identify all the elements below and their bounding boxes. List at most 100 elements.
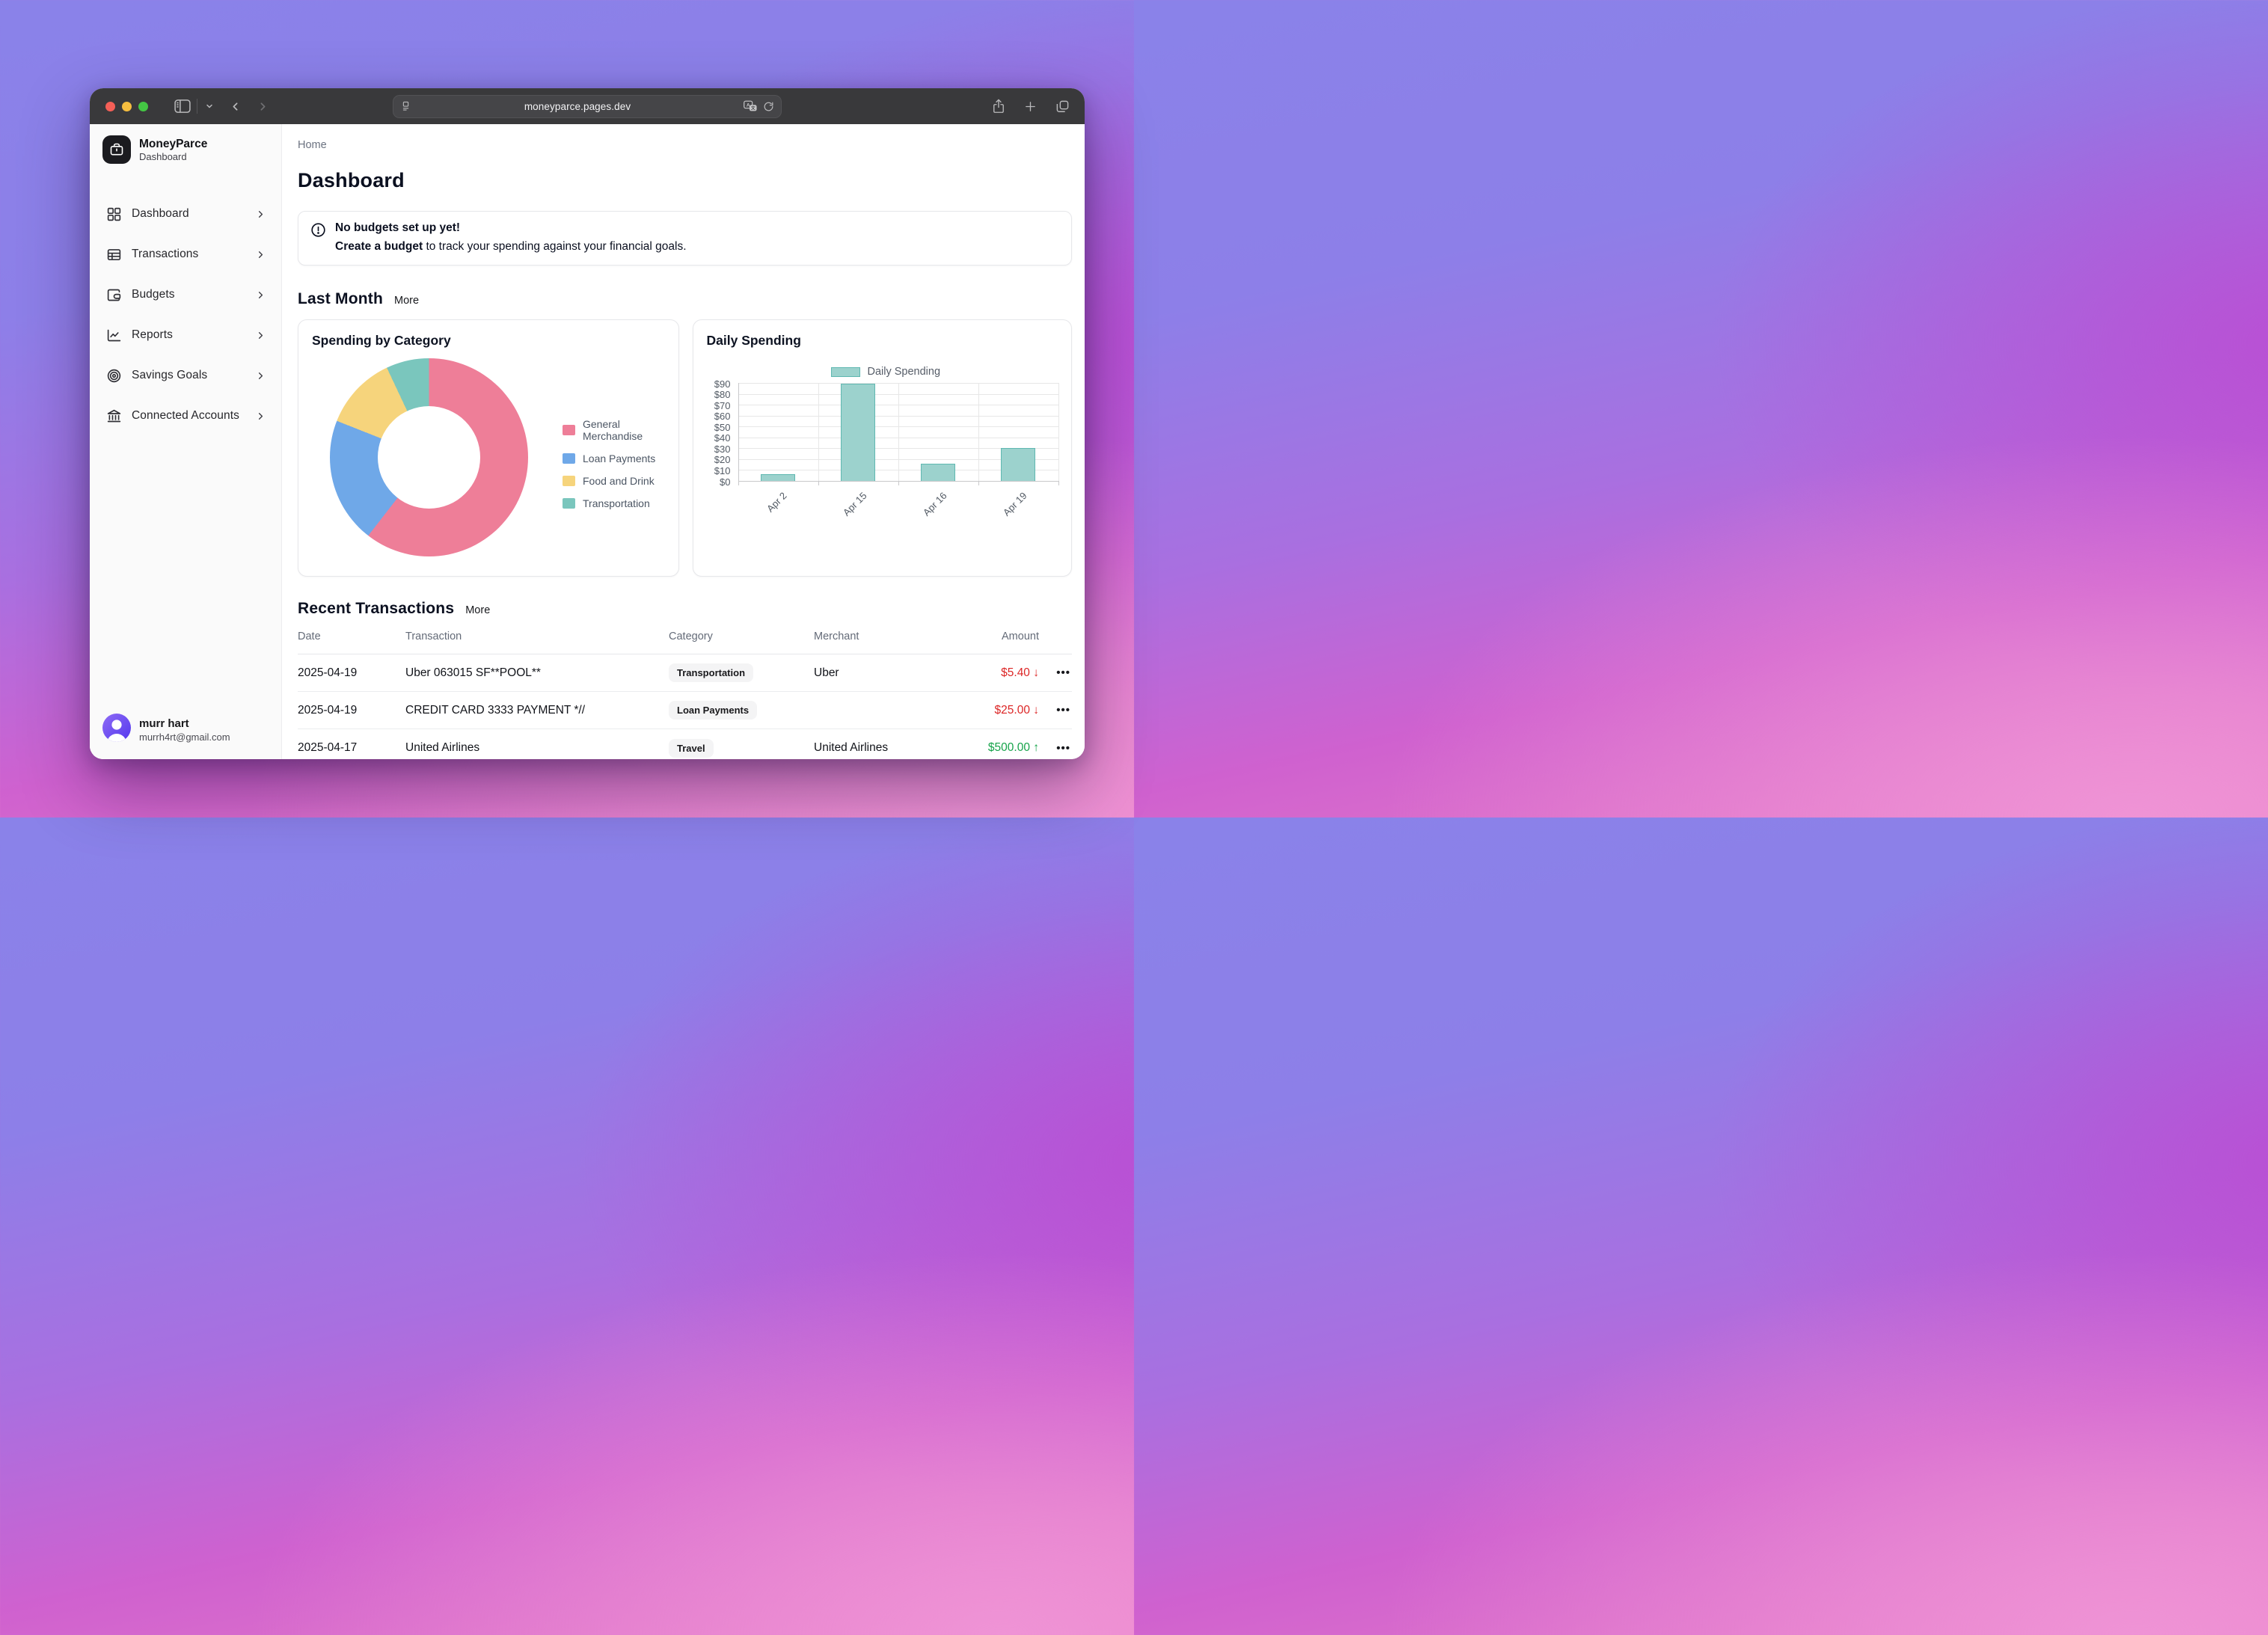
row-actions-button[interactable]: ••• xyxy=(1056,666,1070,679)
user-email: murrh4rt@gmail.com xyxy=(139,731,230,743)
legend-item[interactable]: Food and Drink xyxy=(563,475,665,487)
donut-legend: General Merchandise Loan Payments Food a… xyxy=(563,418,665,509)
close-window-button[interactable] xyxy=(105,101,115,111)
spending-card-title: Spending by Category xyxy=(312,333,451,348)
chevron-right-icon xyxy=(255,289,266,301)
daily-card-title: Daily Spending xyxy=(706,333,801,348)
breadcrumb[interactable]: Home xyxy=(298,139,327,151)
user-profile[interactable]: murr hart murrh4rt@gmail.com xyxy=(101,711,271,749)
alert-circle-icon xyxy=(310,222,326,254)
x-axis-label: Apr 16 xyxy=(920,490,949,518)
legend-swatch-food-and-drink xyxy=(563,476,575,486)
reader-view-icon[interactable] xyxy=(400,100,411,112)
table-row[interactable]: 2025-04-19 Uber 063015 SF**POOL** Transp… xyxy=(298,654,1072,692)
spending-by-category-card: Spending by Category General Merchandise… xyxy=(298,319,679,577)
sidebar-item-label: Connected Accounts xyxy=(132,409,239,422)
chevron-right-icon xyxy=(255,411,266,422)
browser-window: moneyparce.pages.dev A 文 xyxy=(90,88,1085,759)
share-icon[interactable] xyxy=(992,99,1005,114)
cell-amount: $25.00 ↓ xyxy=(994,703,1039,717)
forward-button[interactable] xyxy=(257,100,269,113)
spending-donut-chart[interactable] xyxy=(330,358,528,556)
create-budget-link[interactable]: Create a budget xyxy=(335,240,423,253)
category-badge: Travel xyxy=(669,738,714,758)
svg-text:A: A xyxy=(747,102,750,108)
translate-icon[interactable]: A 文 xyxy=(744,100,758,113)
row-actions-button[interactable]: ••• xyxy=(1056,741,1070,755)
legend-item[interactable]: General Merchandise xyxy=(563,418,665,442)
x-axis-label: Apr 15 xyxy=(840,490,869,518)
no-budgets-alert: No budgets set up yet! Create a budget t… xyxy=(298,211,1072,266)
bar-Apr 15 xyxy=(841,384,875,481)
table-icon xyxy=(106,247,122,263)
avatar xyxy=(102,714,131,746)
sidebar-item-connected-accounts[interactable]: Connected Accounts xyxy=(101,396,271,436)
chevron-right-icon xyxy=(255,209,266,220)
recent-transactions-heading: Recent Transactions xyxy=(298,600,455,617)
user-name: murr hart xyxy=(139,717,189,731)
zoom-window-button[interactable] xyxy=(138,101,148,111)
recent-transactions-more-link[interactable]: More xyxy=(465,604,491,616)
sidebar: MoneyParce Dashboard Dashboard xyxy=(90,124,282,759)
cell-transaction: United Airlines xyxy=(405,741,480,754)
sidebar-item-reports[interactable]: Reports xyxy=(101,315,271,355)
cell-date: 2025-04-17 xyxy=(298,741,358,754)
address-bar[interactable]: moneyparce.pages.dev A 文 xyxy=(393,94,782,118)
table-header-row: Date Transaction Category Merchant Amoun… xyxy=(298,619,1072,654)
sidebar-item-budgets[interactable]: Budgets xyxy=(101,274,271,315)
table-row[interactable]: 2025-04-19 CREDIT CARD 3333 PAYMENT *// … xyxy=(298,692,1072,729)
sidebar-item-savings-goals[interactable]: Savings Goals xyxy=(101,355,271,396)
sidebar-item-label: Savings Goals xyxy=(132,369,208,381)
back-button[interactable] xyxy=(229,100,242,113)
target-icon xyxy=(106,368,122,384)
sidebar-item-label: Budgets xyxy=(132,288,175,301)
app-name: MoneyParce xyxy=(139,137,208,150)
alert-description: Create a budget to track your spending a… xyxy=(335,240,687,253)
sidebar-toggle-icon[interactable] xyxy=(174,99,191,113)
sidebar-item-label: Transactions xyxy=(132,248,199,260)
alert-title: No budgets set up yet! xyxy=(335,221,461,234)
category-badge: Transportation xyxy=(669,663,754,682)
sidebar-item-dashboard[interactable]: Dashboard xyxy=(101,194,271,234)
minimize-window-button[interactable] xyxy=(122,101,132,111)
last-month-heading: Last Month xyxy=(298,290,383,307)
chevron-down-icon[interactable] xyxy=(205,102,214,111)
url-text: moneyparce.pages.dev xyxy=(524,100,631,112)
layout-grid-icon xyxy=(106,206,122,222)
app-logo-row[interactable]: MoneyParce Dashboard xyxy=(101,135,271,164)
bar-plot: Apr 2 Apr 15 Apr 16 Apr 19 xyxy=(738,383,1059,518)
new-tab-icon[interactable] xyxy=(1024,100,1037,113)
cell-amount: $5.40 ↓ xyxy=(1001,666,1039,679)
table-row[interactable]: 2025-04-17 United Airlines Travel United… xyxy=(298,729,1072,759)
briefcase-logo-icon xyxy=(102,135,131,164)
legend-swatch-general-merchandise xyxy=(563,425,575,435)
last-month-more-link[interactable]: More xyxy=(393,295,420,307)
transactions-table: Date Transaction Category Merchant Amoun… xyxy=(298,619,1072,759)
x-axis-label: Apr 2 xyxy=(764,490,789,515)
daily-spending-bar-chart[interactable]: $90 $80 $70 $60 $50 $40 $30 $20 $10 $0 Apr 2 Apr 1… xyxy=(707,378,1059,525)
legend-swatch-transportation xyxy=(563,498,575,509)
cell-date: 2025-04-19 xyxy=(298,666,358,679)
x-axis-label: Apr 19 xyxy=(1000,490,1029,518)
legend-item[interactable]: Loan Payments xyxy=(563,453,665,464)
bar-Apr 16 xyxy=(921,463,955,481)
chevron-right-icon xyxy=(255,330,266,341)
main-content: Home Dashboard No budgets set up yet! Cr… xyxy=(282,124,1085,759)
legend-item[interactable]: Transportation xyxy=(563,497,665,509)
svg-text:文: 文 xyxy=(751,105,756,111)
cell-merchant: Uber xyxy=(814,666,839,679)
column-header-amount: Amount xyxy=(1002,631,1039,642)
bar-legend[interactable]: Daily Spending xyxy=(714,366,1058,378)
column-header-merchant: Merchant xyxy=(814,631,859,642)
reload-icon[interactable] xyxy=(763,101,774,112)
cell-transaction: Uber 063015 SF**POOL** xyxy=(405,666,541,679)
cell-amount: $500.00 ↑ xyxy=(987,741,1039,754)
tab-overview-icon[interactable] xyxy=(1055,99,1070,114)
wallet-icon xyxy=(106,287,122,303)
sidebar-item-transactions[interactable]: Transactions xyxy=(101,234,271,274)
row-actions-button[interactable]: ••• xyxy=(1056,704,1070,717)
page-title: Dashboard xyxy=(298,169,405,191)
daily-spending-card: Daily Spending Daily Spending $90 $80 $70 $… xyxy=(692,319,1072,577)
chevron-right-icon xyxy=(255,370,266,381)
column-header-date: Date xyxy=(298,631,321,642)
